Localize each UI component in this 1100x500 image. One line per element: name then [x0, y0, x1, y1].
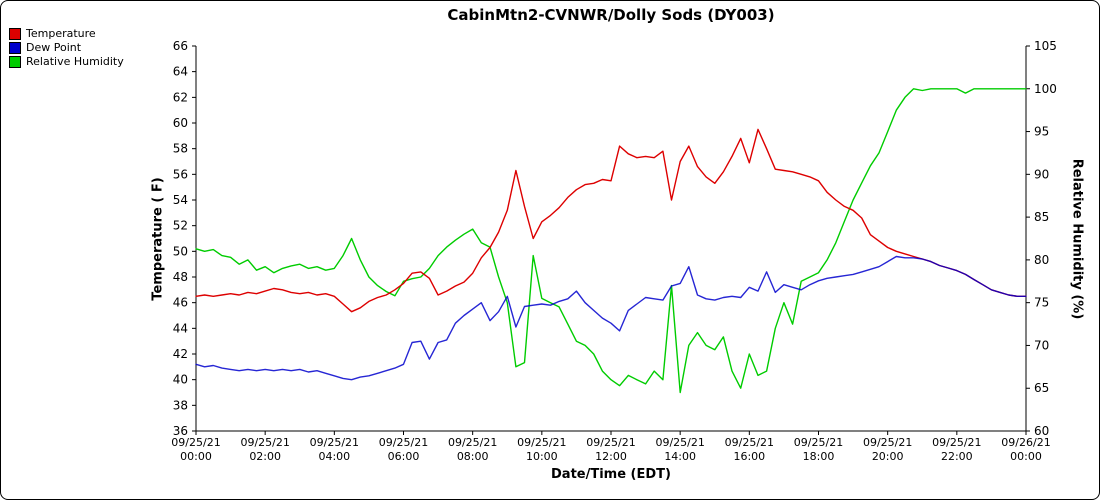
left-tick-label: 48 — [173, 270, 188, 284]
left-tick-label: 52 — [173, 219, 188, 233]
right-tick-label: 95 — [1034, 125, 1049, 139]
relative-humidity-line — [195, 88, 1027, 394]
right-tick-label: 85 — [1034, 210, 1049, 224]
left-tick-label: 54 — [173, 193, 188, 207]
x-tick-date: 09/25/21 — [725, 436, 774, 449]
x-tick-date: 09/25/21 — [794, 436, 843, 449]
right-tick-label: 60 — [1034, 424, 1049, 438]
x-tick-date: 09/26/21 — [1001, 436, 1050, 449]
right-tick-label: 90 — [1034, 167, 1049, 181]
x-tick-time: 06:00 — [388, 450, 420, 463]
x-tick-date: 09/25/21 — [932, 436, 981, 449]
right-tick-label: 75 — [1034, 296, 1049, 310]
x-tick-time: 14:00 — [664, 450, 696, 463]
right-tick-label: 80 — [1034, 253, 1049, 267]
left-tick-label: 64 — [173, 65, 188, 79]
right-tick-label: 70 — [1034, 338, 1049, 352]
legend: Temperature Dew Point Relative Humidity — [9, 28, 124, 70]
left-tick-label: 36 — [173, 424, 188, 438]
chart-title: CabinMtn2-CVNWR/Dolly Sods (DY003) — [447, 6, 775, 24]
legend-swatch-icon — [9, 56, 21, 68]
x-tick-time: 18:00 — [803, 450, 835, 463]
x-tick-time: 08:00 — [457, 450, 489, 463]
x-tick-date: 09/25/21 — [517, 436, 566, 449]
x-tick-date: 09/25/21 — [379, 436, 428, 449]
x-tick-time: 20:00 — [872, 450, 904, 463]
left-tick-label: 66 — [173, 39, 188, 53]
x-tick-time: 02:00 — [249, 450, 281, 463]
x-tick-time: 12:00 — [595, 450, 627, 463]
x-tick-time: 00:00 — [180, 450, 212, 463]
x-tick-time: 16:00 — [733, 450, 765, 463]
legend-item-temperature: Temperature — [9, 28, 124, 40]
legend-label: Temperature — [26, 27, 96, 40]
legend-label: Dew Point — [26, 41, 82, 54]
x-tick-date: 09/25/21 — [240, 436, 289, 449]
left-tick-label: 56 — [173, 167, 188, 181]
right-tick-label: 105 — [1034, 39, 1057, 53]
x-tick-time: 10:00 — [526, 450, 558, 463]
left-tick-label: 44 — [173, 321, 188, 335]
legend-swatch-icon — [9, 42, 21, 54]
x-tick-time: 22:00 — [941, 450, 973, 463]
left-tick-label: 60 — [173, 116, 188, 130]
right-tick-label: 100 — [1034, 82, 1057, 96]
legend-swatch-icon — [9, 28, 21, 40]
left-tick-label: 40 — [173, 373, 188, 387]
legend-label: Relative Humidity — [26, 55, 124, 68]
left-tick-label: 58 — [173, 142, 188, 156]
left-tick-label: 42 — [173, 347, 188, 361]
right-tick-label: 65 — [1034, 381, 1049, 395]
x-tick-date: 09/25/21 — [655, 436, 704, 449]
x-tick-date: 09/25/21 — [310, 436, 359, 449]
dew-point-line — [195, 255, 1027, 381]
legend-item-dew-point: Dew Point — [9, 42, 124, 54]
x-tick-date: 09/25/21 — [448, 436, 497, 449]
x-tick-time: 00:00 — [1010, 450, 1042, 463]
left-tick-label: 50 — [173, 244, 188, 258]
x-tick-date: 09/25/21 — [863, 436, 912, 449]
legend-item-relative-humidity: Relative Humidity — [9, 56, 124, 68]
left-tick-label: 46 — [173, 296, 188, 310]
x-tick-time: 04:00 — [318, 450, 350, 463]
x-tick-date: 09/25/21 — [586, 436, 635, 449]
left-tick-label: 62 — [173, 90, 188, 104]
left-tick-label: 38 — [173, 398, 188, 412]
x-tick-date: 09/25/21 — [171, 436, 220, 449]
x-axis-label: Date/Time (EDT) — [551, 467, 671, 482]
temperature-line — [195, 128, 1027, 313]
